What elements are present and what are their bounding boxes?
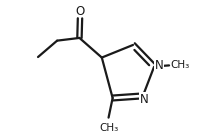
Text: CH₃: CH₃ [170,60,190,70]
Text: N: N [140,93,149,106]
Text: CH₃: CH₃ [99,122,118,133]
Text: N: N [155,59,163,72]
Text: O: O [75,5,85,18]
